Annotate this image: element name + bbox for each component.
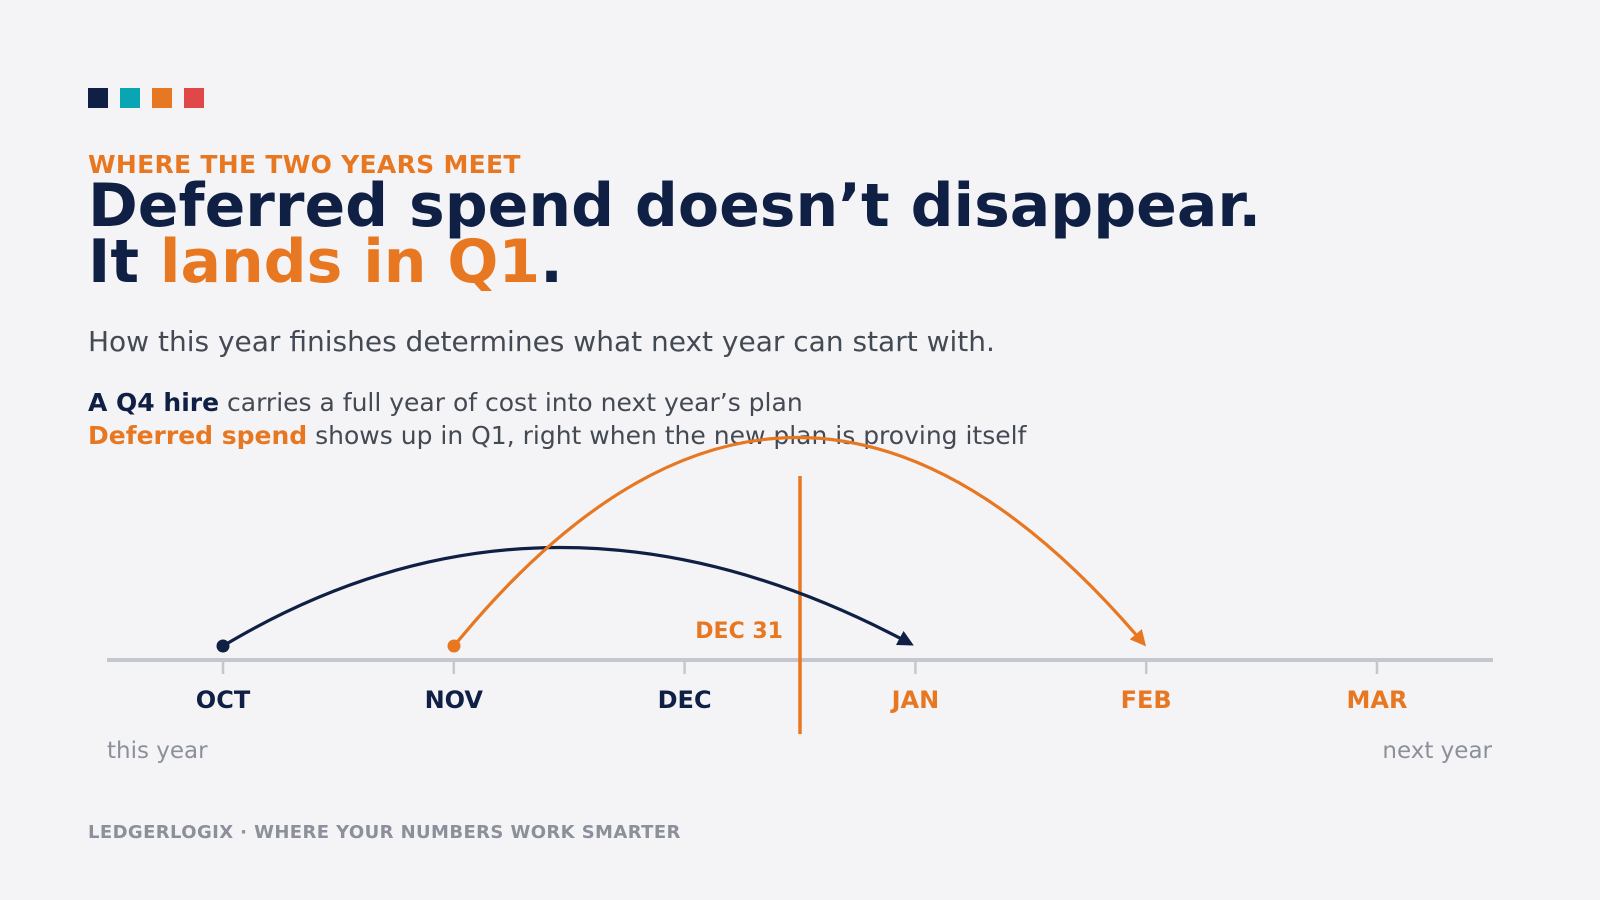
- month-label-nov: NOV: [425, 686, 484, 714]
- point-deferred-spend: Deferred spend shows up in Q1, right whe…: [88, 421, 1026, 450]
- arc-deferred-spend: [452, 436, 1147, 648]
- arc-q4-hire-start-dot: [216, 639, 230, 653]
- month-label-dec: DEC: [658, 686, 712, 714]
- year-boundary-label: DEC 31: [695, 619, 783, 644]
- month-label-oct: OCT: [196, 686, 251, 714]
- arc-q4-hire: [222, 545, 914, 648]
- subtitle: How this year finishes determines what n…: [88, 325, 995, 358]
- this-year-label: this year: [107, 738, 208, 764]
- headline-line1: Deferred spend doesn’t disappear.: [88, 171, 1262, 241]
- eyebrow: WHERE THE TWO YEARS MEET: [88, 150, 521, 179]
- swatch-teal: [120, 88, 140, 108]
- point-deferred-spend-text: shows up in Q1, right when the new plan …: [315, 421, 1027, 450]
- footer-tagline: LEDGERLOGIX · WHERE YOUR NUMBERS WORK SM…: [88, 822, 681, 843]
- next-year-label: next year: [1382, 738, 1492, 764]
- brand-swatches: [88, 88, 204, 108]
- arc-deferred-spend-start-dot: [447, 639, 461, 653]
- swatch-orange: [152, 88, 172, 108]
- month-label-mar: MAR: [1347, 686, 1408, 714]
- point-deferred-spend-bold: Deferred spend: [88, 421, 308, 450]
- point-q4-hire: A Q4 hire carries a full year of cost in…: [88, 388, 803, 417]
- headline-line2-accent: lands in Q1: [159, 227, 541, 297]
- swatch-navy: [88, 88, 108, 108]
- point-q4-hire-text: carries a full year of cost into next ye…: [227, 388, 803, 417]
- point-q4-hire-bold: A Q4 hire: [88, 388, 220, 417]
- headline-line2-prefix: It: [88, 227, 140, 297]
- headline-line2-suffix: .: [540, 227, 563, 297]
- swatch-red: [184, 88, 204, 108]
- headline: Deferred spend doesn’t disappear. It lan…: [88, 176, 1261, 292]
- month-label-jan: JAN: [890, 686, 940, 714]
- month-label-feb: FEB: [1121, 686, 1172, 714]
